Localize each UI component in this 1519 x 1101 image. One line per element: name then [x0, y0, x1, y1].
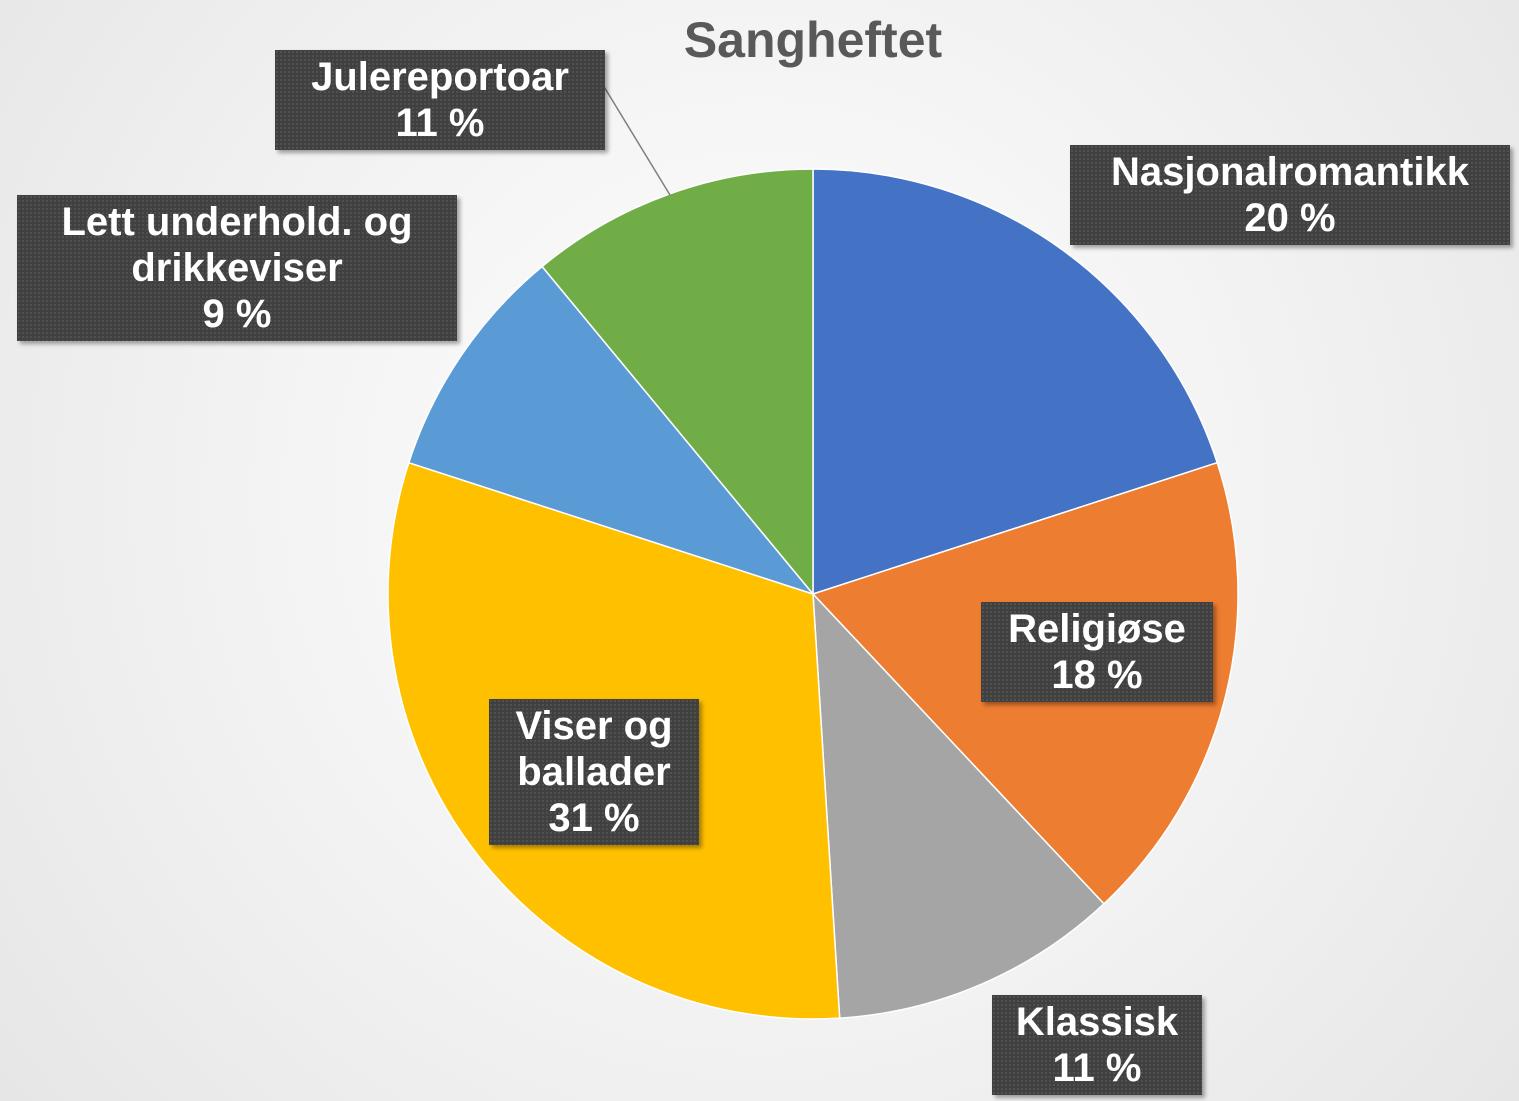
pie-slice — [812, 168, 1219, 596]
slice-name: Religiøse — [1008, 607, 1186, 651]
slice-value: 18 % — [1051, 653, 1143, 697]
pie-slice — [812, 591, 1105, 1019]
data-label: Lett underhold. og drikkeviser 9 % — [17, 195, 457, 341]
data-label: Klassisk 11 % — [992, 995, 1202, 1095]
slice-name: Lett underhold. og drikkeviser — [61, 200, 413, 290]
data-label: Nasjonalromantikk 20 % — [1070, 145, 1510, 245]
slice-value: 9 % — [202, 292, 272, 336]
leader-line — [602, 84, 671, 196]
slice-value: 11 % — [1052, 1046, 1142, 1090]
slice-name: Klassisk — [1015, 1000, 1179, 1044]
chart-title: Sangheftet — [683, 12, 943, 68]
data-label: Viser og ballader 31 % — [489, 699, 699, 845]
pie-slice — [407, 265, 816, 596]
slice-name: Viser og ballader — [515, 704, 673, 794]
slice-value: 31 % — [548, 796, 640, 840]
slice-value: 11 % — [395, 101, 485, 145]
data-label: Religiøse 18 % — [981, 602, 1213, 702]
slice-name: Nasjonalromantikk — [1111, 150, 1469, 194]
slice-name: Julereportoar — [311, 55, 569, 99]
data-label: Julereportoar 11 % — [275, 50, 605, 150]
slice-value: 20 % — [1244, 196, 1336, 240]
